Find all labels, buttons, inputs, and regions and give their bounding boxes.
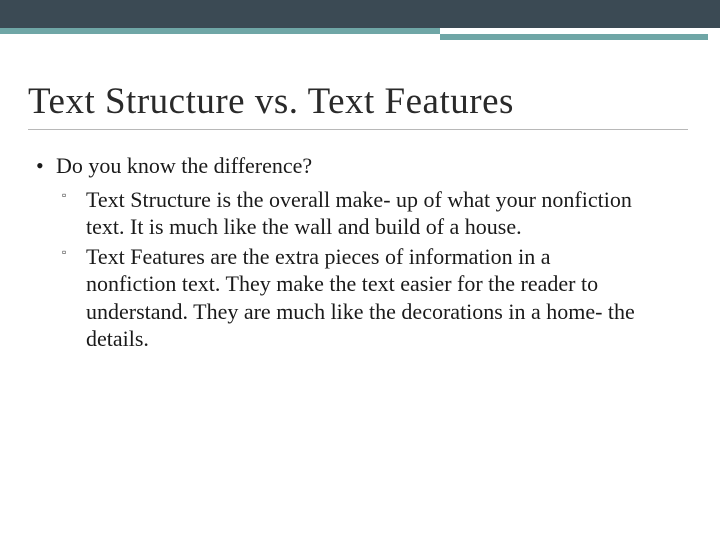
- bullet-level2: ▫ Text Features are the extra pieces of …: [28, 243, 680, 353]
- slide-body: • Do you know the difference? ▫ Text Str…: [28, 152, 680, 353]
- slide-accent-bar: [0, 28, 720, 42]
- slide-title: Text Structure vs. Text Features: [28, 80, 680, 129]
- bullet-level1: • Do you know the difference?: [28, 152, 680, 180]
- slide-top-bar: [0, 0, 720, 28]
- level1-text: Do you know the difference?: [56, 153, 312, 178]
- level2-text: Text Structure is the overall make- up o…: [86, 187, 632, 240]
- bullet-glyph-square: ▫: [62, 245, 66, 260]
- level2-text: Text Features are the extra pieces of in…: [86, 244, 635, 352]
- bullet-glyph: •: [36, 152, 44, 180]
- slide-content: Text Structure vs. Text Features • Do yo…: [28, 80, 680, 355]
- bullet-glyph-square: ▫: [62, 188, 66, 203]
- bullet-level2: ▫ Text Structure is the overall make- up…: [28, 186, 680, 241]
- title-underline: [28, 129, 688, 130]
